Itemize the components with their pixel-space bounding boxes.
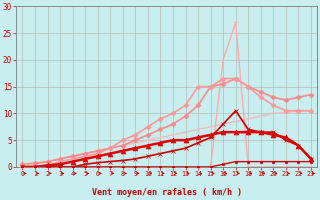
X-axis label: Vent moyen/en rafales ( km/h ): Vent moyen/en rafales ( km/h ) [92,188,242,197]
